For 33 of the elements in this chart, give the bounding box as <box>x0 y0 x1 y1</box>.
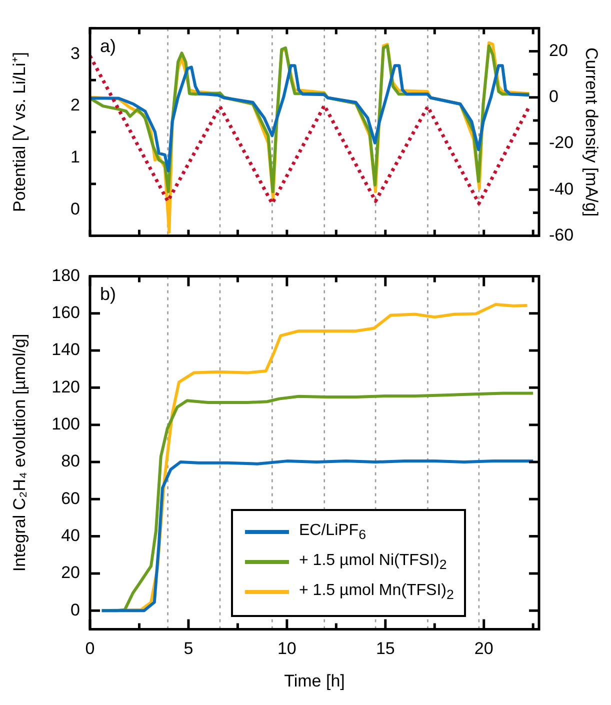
y-tick-label: 140 <box>52 340 80 360</box>
legend-label: EC/LiPF$_{6}$ <box>299 522 366 542</box>
y-axis-title: Potential [V vs. Li/Li⁺] <box>10 52 29 212</box>
y-tick-label: 80 <box>61 452 80 471</box>
x-tick-label: 0 <box>85 639 95 658</box>
x-tick-label: 20 <box>474 639 494 658</box>
y-tick-label: 40 <box>61 526 80 545</box>
y-tick-label: 3 <box>70 44 80 63</box>
x-tick-label: 10 <box>277 639 296 658</box>
y-tick-label: 180 <box>52 266 80 285</box>
y2-tick-label: 20 <box>549 40 568 60</box>
y-tick-label: 0 <box>70 200 80 219</box>
y2-tick-label: -60 <box>549 225 574 244</box>
legend-label: + 1.5 µmol Mn(TFSI)$_{2}$ <box>299 582 454 602</box>
y2-tick-label: -20 <box>549 133 574 152</box>
y-tick-label: 1 <box>70 148 80 167</box>
y-tick-label: 20 <box>61 563 80 582</box>
y-tick-label: 2 <box>70 96 80 115</box>
y-tick-label: 100 <box>52 414 80 434</box>
y2-tick-label: -40 <box>549 179 574 198</box>
y-tick-label: 160 <box>52 303 80 322</box>
y2-axis-title: Current density [mA/g] <box>582 47 602 217</box>
y-axis-title: Integral C₂H₄ evolution [µmol/g] <box>10 334 29 572</box>
y-tick-label: 120 <box>52 377 80 396</box>
annotation: a) <box>100 36 116 56</box>
x-tick-label: 15 <box>376 639 395 658</box>
y2-tick-label: 0 <box>549 87 558 106</box>
y-tick-label: 60 <box>61 488 80 508</box>
legend-label: + 1.5 µmol Ni(TFSI)$_{2}$ <box>299 552 447 572</box>
annotation: b) <box>100 284 116 304</box>
x-tick-label: 5 <box>184 639 194 658</box>
x-axis-title: Time [h] <box>284 671 345 690</box>
y-tick-label: 0 <box>70 600 80 620</box>
